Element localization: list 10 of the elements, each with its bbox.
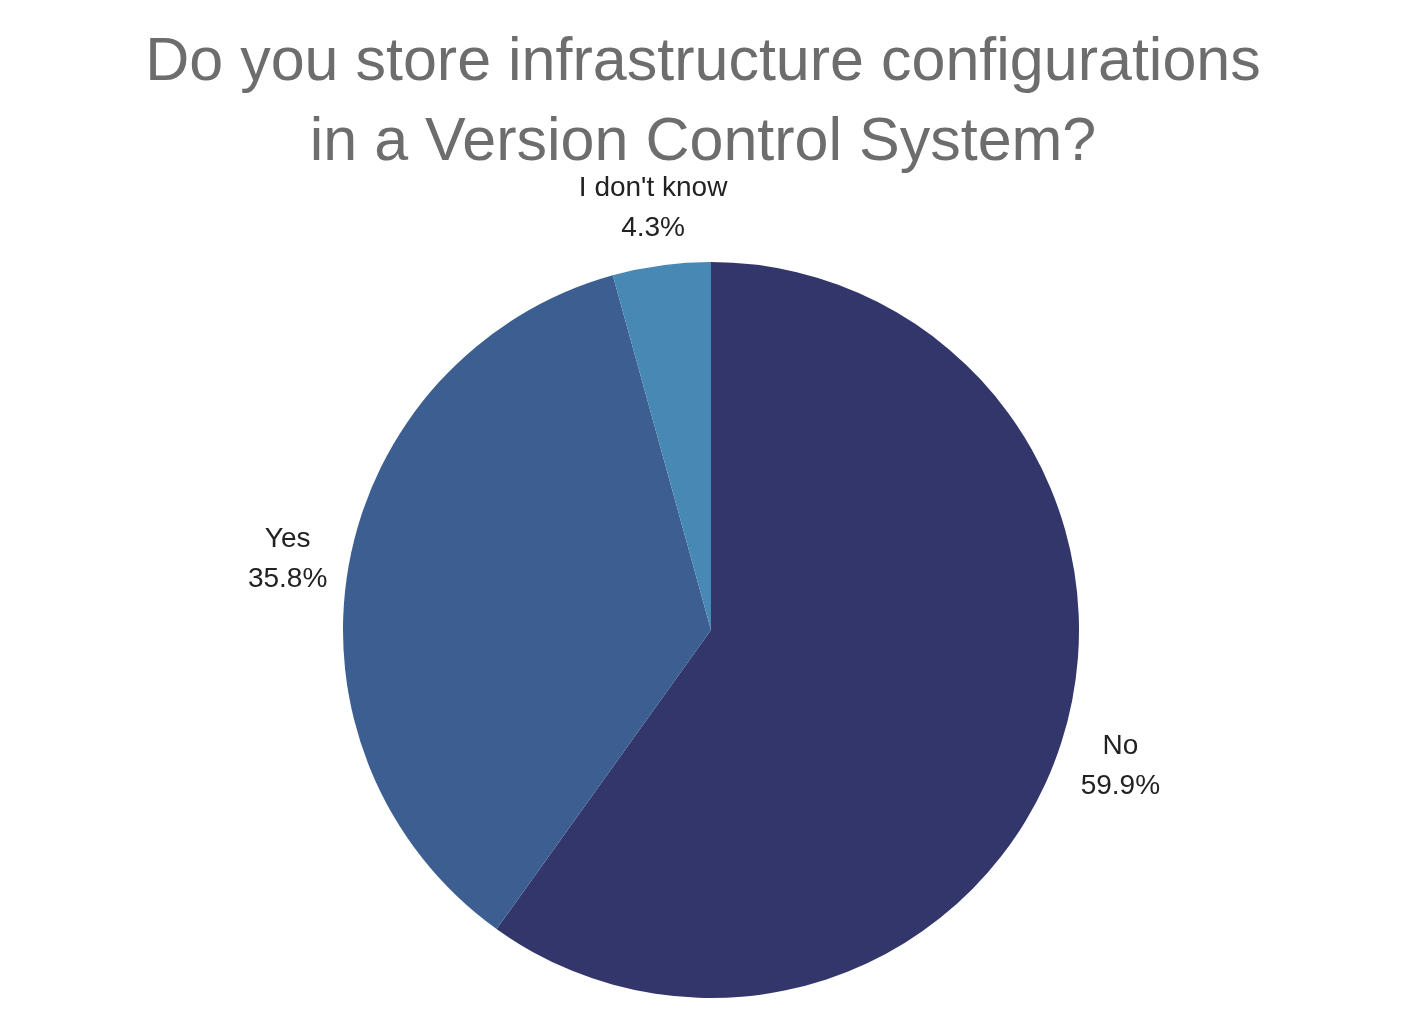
slice-label: No [1102,728,1139,760]
pie-slice [496,262,1079,998]
slice-label: I don't know [578,170,729,202]
data-label: 59.9% [1080,768,1161,800]
chart-title: Do you store infrastructure configurations in a Version Control System? [145,24,1261,173]
pie-slice [343,275,711,930]
pie-slice [612,262,711,630]
slice-label: Yes [264,521,311,553]
data-label: 35.8% [247,561,328,593]
data-label: 4.3% [621,210,685,242]
